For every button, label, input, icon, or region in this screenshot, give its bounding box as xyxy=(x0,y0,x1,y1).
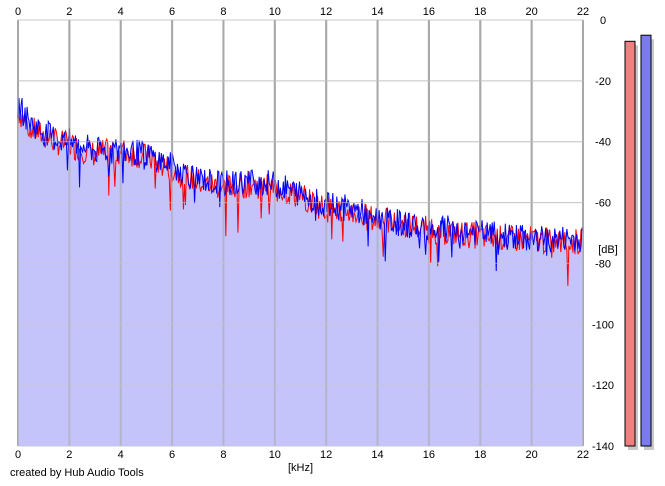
y-tick-labels: 0 -20 -40 -60 -80 -100 -120 -140 xyxy=(592,15,614,453)
x-tick-bottom-0: 0 xyxy=(15,449,21,461)
x-tick-labels-bottom: 0 2 4 6 8 10 12 14 16 18 20 22 xyxy=(15,449,589,461)
x-tick-bottom-9: 18 xyxy=(474,449,486,461)
y-tick-3: -60 xyxy=(595,198,611,210)
y-axis-label: [dB] xyxy=(598,244,618,256)
x-tick-top-0: 0 xyxy=(15,6,21,18)
x-tick-top-7: 14 xyxy=(371,6,383,18)
x-axis-label: [kHz] xyxy=(288,462,313,474)
y-tick-1: -20 xyxy=(595,76,611,88)
x-tick-top-11: 22 xyxy=(577,6,589,18)
spectrum-fill-area xyxy=(18,97,583,446)
x-tick-bottom-6: 12 xyxy=(320,449,332,461)
level-meter-left xyxy=(624,40,636,447)
credit-text: created by Hub Audio Tools xyxy=(10,467,144,479)
x-tick-top-5: 10 xyxy=(269,6,281,18)
x-tick-top-6: 12 xyxy=(320,6,332,18)
x-tick-top-9: 18 xyxy=(474,6,486,18)
x-tick-bottom-1: 2 xyxy=(66,449,72,461)
x-tick-top-3: 6 xyxy=(169,6,175,18)
x-tick-bottom-11: 22 xyxy=(577,449,589,461)
level-meters xyxy=(624,34,654,451)
y-tick-7: -140 xyxy=(592,441,614,453)
series-line-1 xyxy=(17,97,584,272)
x-tick-top-1: 2 xyxy=(66,6,72,18)
x-tick-labels-top: 0 2 4 6 8 10 12 14 16 18 20 22 xyxy=(15,6,589,18)
x-tick-top-10: 20 xyxy=(526,6,538,18)
y-tick-6: -120 xyxy=(592,380,614,392)
x-tick-top-4: 8 xyxy=(220,6,226,18)
x-tick-bottom-10: 20 xyxy=(526,449,538,461)
x-tick-top-2: 4 xyxy=(118,6,124,18)
x-tick-bottom-2: 4 xyxy=(118,449,124,461)
y-tick-4: -80 xyxy=(595,258,611,270)
x-tick-bottom-5: 10 xyxy=(269,449,281,461)
x-tick-bottom-8: 16 xyxy=(423,449,435,461)
y-tick-5: -100 xyxy=(592,319,614,331)
spectrum-lines xyxy=(17,19,584,447)
y-tick-0: 0 xyxy=(600,15,606,27)
x-tick-top-8: 16 xyxy=(423,6,435,18)
x-tick-bottom-3: 6 xyxy=(169,449,175,461)
level-meter-right xyxy=(640,34,652,447)
y-tick-2: -40 xyxy=(595,137,611,149)
x-tick-bottom-7: 14 xyxy=(371,449,383,461)
x-tick-bottom-4: 8 xyxy=(220,449,226,461)
